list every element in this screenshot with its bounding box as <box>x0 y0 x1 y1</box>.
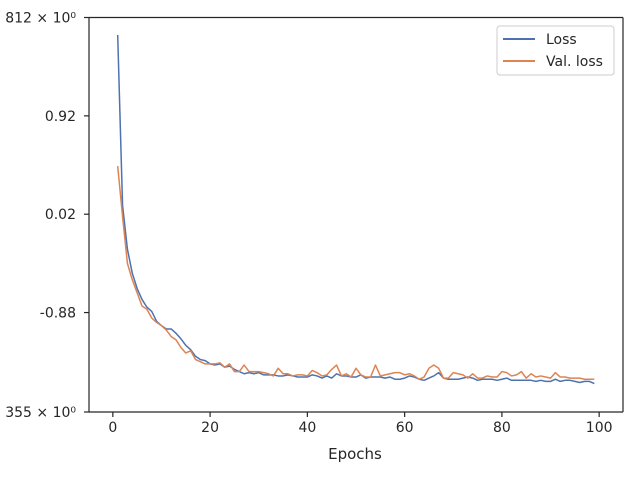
x-tick-label: 80 <box>493 420 511 436</box>
legend: Loss Val. loss <box>496 25 615 76</box>
ticks-layer: 0 20 40 60 80 100 812 × 10⁰ 0.92 0.02 -0.88 355 × … <box>5 11 612 437</box>
x-tick-label: 20 <box>201 420 219 436</box>
y-tick-label: 0.92 <box>45 109 76 125</box>
x-tick-label: 60 <box>396 420 414 436</box>
legend-label-val-loss: Val. loss <box>546 54 603 70</box>
x-tick-label: 100 <box>586 420 613 436</box>
x-tick-label: 0 <box>108 420 117 436</box>
series-line-val-loss <box>116 166 595 380</box>
legend-label-loss: Loss <box>546 32 577 48</box>
y-tick-label: -0.88 <box>40 306 76 322</box>
plot-area <box>89 17 623 412</box>
y-tick-label: 355 × 10⁰ <box>5 405 76 421</box>
series-line-loss <box>116 34 595 385</box>
y-tick-label: 0.02 <box>45 207 76 223</box>
x-tick-label: 40 <box>298 420 316 436</box>
y-tick-label: 812 × 10⁰ <box>5 11 76 27</box>
series-layer <box>116 34 595 385</box>
x-axis-label: Epochs <box>328 445 382 463</box>
